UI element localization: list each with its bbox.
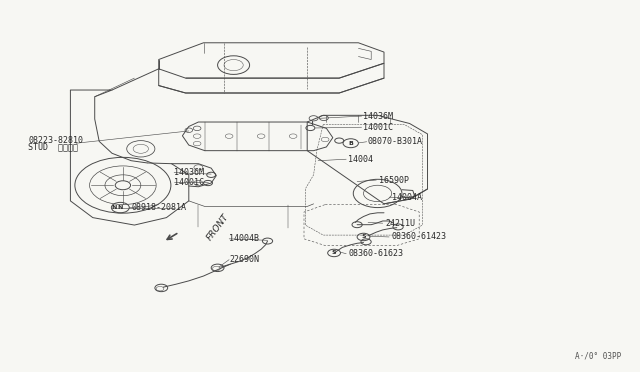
Text: B: B <box>348 141 353 146</box>
Text: 08070-B301A: 08070-B301A <box>368 137 423 146</box>
Text: 24211U: 24211U <box>385 219 415 228</box>
Text: 14036M: 14036M <box>363 112 393 121</box>
Text: 14004A: 14004A <box>392 193 422 202</box>
Text: 14036M: 14036M <box>174 168 204 177</box>
Text: 14004B: 14004B <box>229 234 259 243</box>
Text: 22690N: 22690N <box>229 255 259 264</box>
Text: N: N <box>111 205 116 210</box>
Text: 16590P: 16590P <box>379 176 409 185</box>
Text: N: N <box>118 205 123 210</box>
Text: 08360-61623: 08360-61623 <box>349 249 404 258</box>
Text: S: S <box>332 250 337 256</box>
Text: A·/0° 03PP: A·/0° 03PP <box>575 352 621 361</box>
Text: 14001C: 14001C <box>363 123 393 132</box>
Text: 14004: 14004 <box>348 155 372 164</box>
Text: 08360-61423: 08360-61423 <box>392 232 447 241</box>
Text: 14001C: 14001C <box>174 178 204 187</box>
Text: FRONT: FRONT <box>205 213 230 243</box>
Text: STUD  スタッド: STUD スタッド <box>28 143 78 152</box>
Text: 08223-82810: 08223-82810 <box>28 136 83 145</box>
Text: 08918-2081A: 08918-2081A <box>131 203 186 212</box>
Text: S: S <box>361 234 366 240</box>
